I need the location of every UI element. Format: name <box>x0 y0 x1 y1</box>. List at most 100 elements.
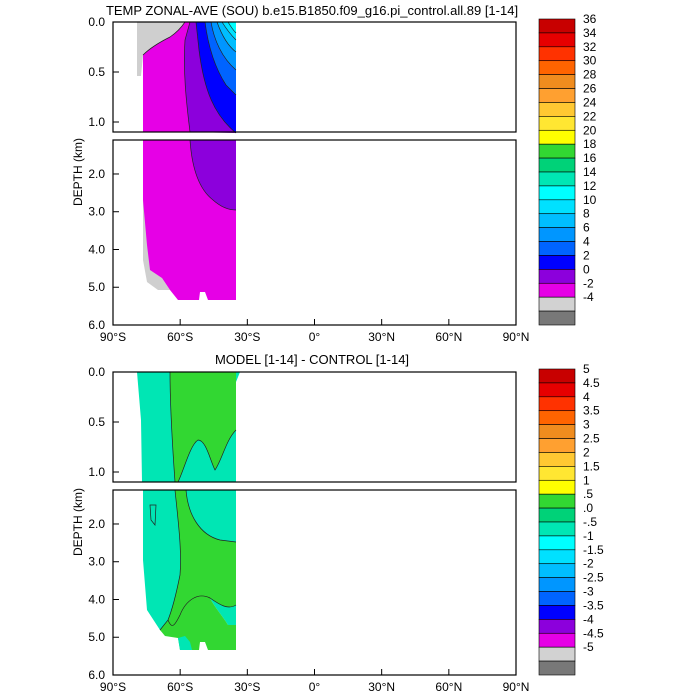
colorbar-label: 0 <box>583 262 590 276</box>
colorbar-swatch <box>538 213 576 228</box>
colorbar-swatch <box>538 507 576 523</box>
colorbar-swatch <box>538 466 576 481</box>
bottom-upper-field <box>137 371 240 483</box>
colorbar-label: 20 <box>583 123 597 137</box>
y-tick-label: 2.0 <box>88 517 105 531</box>
colorbar-swatch <box>538 185 576 201</box>
colorbar-label: 14 <box>583 165 597 179</box>
colorbar-swatch <box>538 549 576 565</box>
colorbar-swatch <box>538 18 576 34</box>
top-panel: TEMP ZONAL-AVE (SOU) b.e15.B1850.f09_g16… <box>71 3 597 344</box>
colorbar-label: 12 <box>583 179 597 193</box>
colorbar-label: -2 <box>583 557 594 571</box>
colorbar-label: 2 <box>583 248 590 262</box>
colorbar-swatch <box>538 493 576 509</box>
x-tick-label: 30°N <box>368 330 395 344</box>
x-tick-label: 60°N <box>435 680 462 694</box>
colorbar-swatch <box>538 382 576 398</box>
colorbar-label: -4 <box>583 612 594 626</box>
bottom-upper-yticks: 0.0 0.5 1.0 <box>88 365 119 479</box>
colorbar-swatch <box>538 129 576 145</box>
colorbar-swatch <box>538 563 576 578</box>
colorbar-label: -3 <box>583 585 594 599</box>
colorbar-label: 32 <box>583 40 597 54</box>
y-tick-label: 4.0 <box>88 242 105 256</box>
colorbar-label: 5 <box>583 362 590 376</box>
colorbar-label: 4 <box>583 235 590 249</box>
colorbar-label: 28 <box>583 68 597 82</box>
colorbar-label: 18 <box>583 137 597 151</box>
colorbar-swatch <box>538 74 576 89</box>
colorbar-swatch <box>538 199 576 215</box>
colorbar-swatch <box>538 660 576 676</box>
y-tick-label: 4.0 <box>88 592 105 606</box>
colorbar-swatch <box>538 143 576 159</box>
colorbar-swatch <box>538 452 576 467</box>
colorbar-swatch <box>538 32 576 48</box>
colorbar-label: -2 <box>583 276 594 290</box>
colorbar-label: 24 <box>583 95 597 109</box>
y-tick-label: 3.0 <box>88 555 105 569</box>
colorbar-swatch <box>538 116 576 131</box>
colorbar-swatch <box>538 227 576 242</box>
y-tick-label: 1.0 <box>88 465 105 479</box>
colorbar-label: -1 <box>583 529 594 543</box>
y-tick-label: 2.0 <box>88 167 105 181</box>
colorbar-label: -2.5 <box>583 571 604 585</box>
x-tick-label: 60°S <box>167 680 193 694</box>
top-ylabel: DEPTH (km) <box>71 138 85 206</box>
colorbar-swatch <box>538 296 576 312</box>
colorbar-label: 34 <box>583 26 597 40</box>
y-tick-label: 1.0 <box>88 115 105 129</box>
x-tick-label: 90°S <box>100 330 126 344</box>
colorbar-swatch <box>538 282 576 298</box>
colorbar-swatch <box>538 479 576 495</box>
colorbar-swatch <box>538 521 576 537</box>
x-tick-label: 0° <box>309 680 321 694</box>
y-tick-label: 0.0 <box>88 365 105 379</box>
colorbar-label: 36 <box>583 12 597 26</box>
colorbar-label: 3.5 <box>583 404 600 418</box>
colorbar-label: -1.5 <box>583 543 604 557</box>
bottom-xticks: 90°S 60°S 30°S 0° 30°N 60°N 90°N <box>100 669 529 694</box>
colorbar-swatch <box>538 255 576 270</box>
y-tick-label: 5.0 <box>88 630 105 644</box>
colorbar-label: 6 <box>583 221 590 235</box>
colorbar-label: .5 <box>583 487 593 501</box>
y-tick-label: 0.0 <box>88 15 105 29</box>
colorbar-swatch <box>538 591 576 606</box>
x-tick-label: 0° <box>309 330 321 344</box>
x-tick-label: 30°S <box>234 680 260 694</box>
top-upper-field <box>137 21 237 134</box>
colorbar-label: 8 <box>583 207 590 221</box>
colorbar-swatch <box>538 368 576 384</box>
colorbar-label: 16 <box>583 151 597 165</box>
bottom-ylabel: DEPTH (km) <box>71 488 85 556</box>
colorbar-label: 4 <box>583 390 590 404</box>
bottom-lower-yticks: 2.0 3.0 4.0 5.0 6.0 <box>88 517 119 682</box>
colorbar-swatch <box>538 46 576 62</box>
colorbar-label: 26 <box>583 82 597 96</box>
colorbar-label: 4.5 <box>583 376 600 390</box>
colorbar-swatch <box>538 535 576 551</box>
top-lower-field <box>143 139 237 300</box>
colorbar-label: 1 <box>583 473 590 487</box>
colorbar-label: -3.5 <box>583 598 604 612</box>
x-tick-label: 90°N <box>503 330 530 344</box>
colorbar-swatch <box>538 241 576 256</box>
colorbar-swatch <box>538 438 576 453</box>
x-tick-label: 30°S <box>234 330 260 344</box>
colorbar-swatch <box>538 396 576 412</box>
y-tick-label: 0.5 <box>88 415 105 429</box>
x-tick-label: 30°N <box>368 680 395 694</box>
colorbar-label: 3 <box>583 418 590 432</box>
top-upper-yticks: 0.0 0.5 1.0 <box>88 15 119 129</box>
bottom-lower-field <box>143 489 237 650</box>
colorbar-swatch <box>538 88 576 103</box>
colorbar-label: -4.5 <box>583 626 604 640</box>
top-upper-frame <box>112 21 517 133</box>
top-lower-yticks: 2.0 3.0 4.0 5.0 6.0 <box>88 167 119 332</box>
bottom-colorbar: 54.543.532.521.51.5.0-.5-1-1.5-2-2.5-3-3… <box>538 362 604 676</box>
y-tick-label: 5.0 <box>88 280 105 294</box>
